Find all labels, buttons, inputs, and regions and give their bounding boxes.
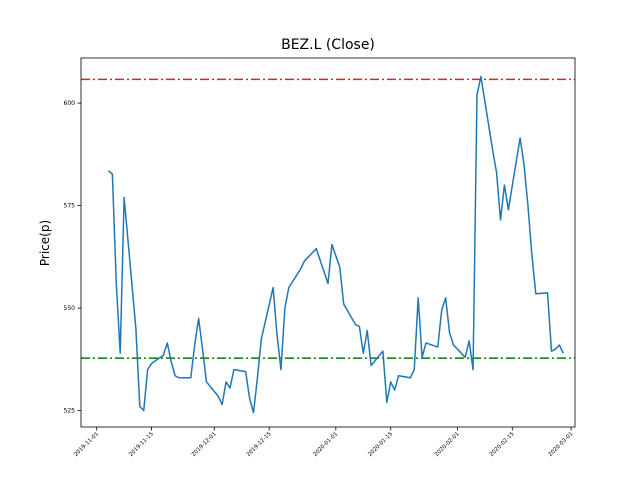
y-tick-label: 575	[64, 203, 76, 210]
plot-area-frame	[80, 57, 576, 428]
y-tick-label: 525	[64, 408, 76, 415]
y-axis-label: Price(p)	[38, 220, 52, 266]
y-tick-label: 600	[64, 100, 76, 107]
close-price-line	[107, 75, 564, 414]
y-tick-label: 550	[64, 305, 76, 312]
chart-title: BEZ.L (Close)	[281, 37, 375, 53]
y-axis-ticks: 525 550 575 600	[64, 100, 81, 415]
